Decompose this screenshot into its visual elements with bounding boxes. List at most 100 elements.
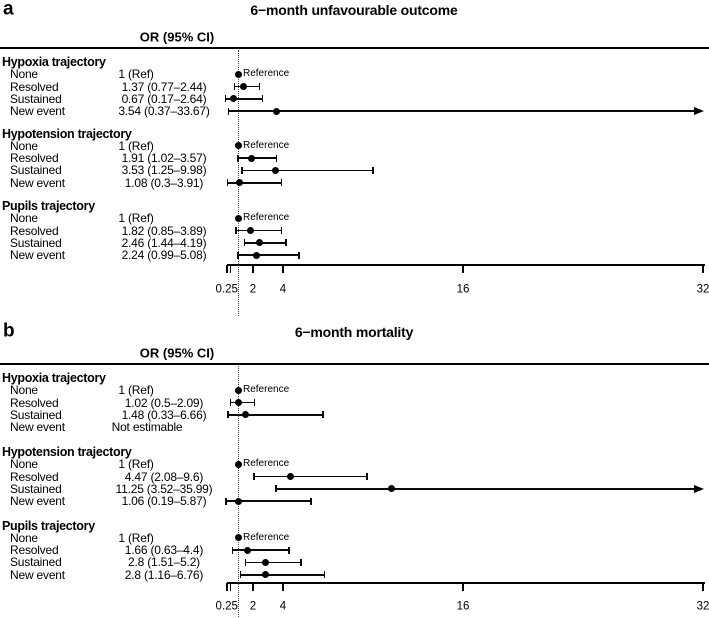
row-or-ci: 4.47 (2.08–9.6) [124,469,204,484]
ci-cap-left [226,179,229,187]
header-rule [0,47,709,49]
axis-tick-label: 32 [696,283,709,296]
row-label: Resolved [10,395,59,410]
group-header: Pupils trajectory [2,198,95,213]
row-label: Sustained [10,407,62,422]
or-dot [235,179,243,187]
or-dot [244,546,252,554]
row-or-ci: 1.08 (0.3–3.91) [124,175,204,190]
axis-tick [229,265,232,273]
row-label: Sustained [10,235,62,250]
axis-tick [462,583,464,591]
ci-cap-right [371,166,374,174]
row-label: Sustained [10,555,62,570]
ci-cap-left [237,154,240,162]
ci-cap-right [298,251,301,259]
ci-cap-right [280,179,283,187]
ci-cap-left [244,558,247,566]
row-or-ci: 2.24 (0.99–5.08) [121,248,207,263]
reference-dot [234,460,242,468]
ci-line [227,414,323,416]
ci-line [240,573,325,576]
ci-cap-right [275,154,278,162]
reference-dot [234,142,242,150]
ci-cap-left [239,571,242,579]
reference-label: Reference [243,458,290,470]
reference-label: Reference [243,384,290,396]
ci-cap-right [323,571,326,579]
row-label: New event [10,567,65,582]
row-label: None [10,67,38,82]
panel-title: 6−month unfavourable outcome [250,2,458,18]
ci-line [241,169,373,172]
row-label: None [10,457,38,472]
ci-cap-right [322,411,324,419]
row-or-ci: 2.46 (1.44–4.19) [121,235,207,250]
ci-line [228,110,695,113]
row-or-ci: 11.25 (3.52–35.99) [115,481,213,496]
axis-tick [252,583,254,591]
or-dot [261,558,269,566]
ci-arrow-right [694,484,704,493]
row-label: Sustained [10,163,62,178]
row-label: None [10,138,38,153]
group-header: Hypotension trajectory [2,126,132,141]
or-dot [253,251,261,259]
row-or-ci: 2.8 (1.16–6.76) [124,567,204,582]
ci-cap-left [253,473,256,481]
header-rule [0,363,709,365]
row-label: Sustained [10,481,62,496]
row-or-ci: 3.53 (1.25–9.98) [121,163,207,178]
ci-cap-left [231,546,234,554]
ci-cap-left [224,95,227,103]
or-dot [256,239,264,247]
row-label: None [10,383,38,398]
panel-title: 6−month mortality [294,324,414,340]
or-dot [272,166,280,174]
ci-arrow-right [694,107,704,116]
or-column-header: OR (95% CI) [139,345,215,361]
row-label: None [10,530,38,545]
ci-line [227,181,282,184]
row-or-ci: 1.48 (0.33–6.66) [121,407,207,422]
row-label: New event [10,420,65,435]
row-or-ci: 1.66 (0.63–4.4) [124,543,204,558]
axis-tick-label: 32 [696,600,709,613]
axis-tick [229,583,232,591]
row-or-ci: 1 (Ref) [118,211,154,226]
row-or-ci: 1.91 (1.02–3.57) [121,151,207,166]
ci-line [230,401,255,404]
or-dot [248,154,256,162]
axis-tick [702,583,704,591]
axis-tick-label: 0.25 [215,283,238,296]
ci-cap-left [229,399,232,407]
ci-cap-right [258,83,261,91]
ci-line [225,98,263,100]
row-or-ci: 3.54 (0.37–33.67) [118,104,210,119]
or-column-header: OR (95% CI) [139,29,215,45]
group-header: Hypoxia trajectory [2,54,106,69]
ci-cap-right [366,473,368,481]
axis-tick-label: 16 [456,600,470,613]
axis-tick-label: 2 [249,283,257,296]
row-or-ci: 1.02 (0.5–2.09) [124,395,204,410]
or-dot [235,497,243,505]
ci-line [244,242,286,244]
axis-tick [252,265,254,273]
or-dot [229,95,237,103]
ci-cap-left [227,107,230,115]
or-dot [261,571,269,579]
reference-dot [234,534,242,542]
or-dot [234,399,242,407]
axis-tick-label: 16 [456,283,470,296]
row-or-ci: 1 (Ref) [118,138,154,153]
group-header: Hypoxia trajectory [2,370,106,385]
ci-cap-left [225,497,227,505]
axis-tick [225,265,228,273]
row-or-ci: 1.06 (0.19–5.87) [121,494,207,509]
axis-tick-label: 4 [279,600,287,613]
or-dot [388,485,396,493]
ci-cap-left [240,166,243,174]
row-label: New event [10,104,65,119]
ci-cap-right [285,239,287,247]
